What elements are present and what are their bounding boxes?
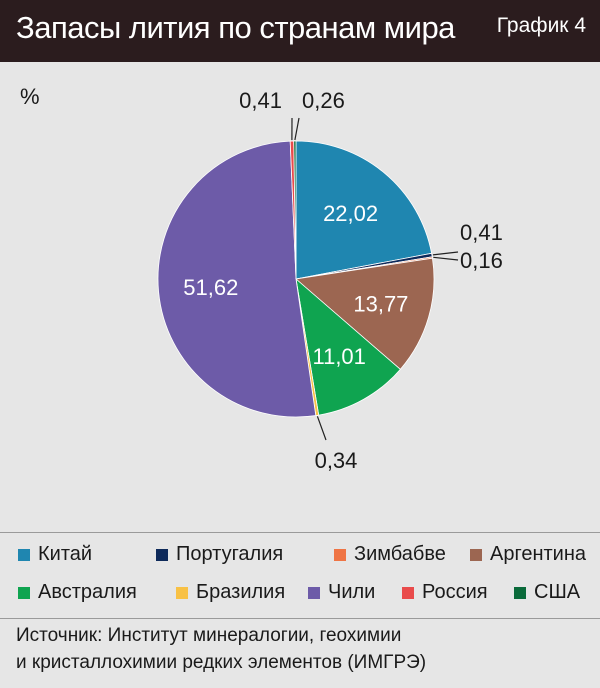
unit-label: % [20, 84, 40, 109]
source-note: Источник: Институт минералогии, геохимии… [16, 622, 426, 676]
legend-item-3: Аргентина [470, 543, 586, 566]
legend-label-1: Португалия [176, 543, 284, 565]
leader-line-1 [432, 251, 459, 256]
leader-line-2 [433, 256, 459, 261]
legend-label-8: США [534, 581, 581, 603]
legend-swatch-4 [18, 586, 30, 599]
leader-line-5 [316, 416, 327, 441]
legend-swatch-1 [156, 548, 168, 561]
legend-swatch-8 [514, 586, 526, 599]
chart-number: График 4 [496, 14, 586, 37]
data-label-7: 0,41 [239, 88, 282, 113]
legend-item-4: Австралия [18, 581, 137, 604]
legend-label-4: Австралия [38, 581, 137, 603]
header-bar: Запасы лития по странам мира График 4 [0, 0, 600, 62]
source-line-1: Источник: Институт минералогии, геохимии [16, 625, 402, 646]
legend-item-2: Зимбабве [334, 543, 446, 566]
legend-label-5: Бразилия [196, 581, 286, 603]
chart-title: Запасы лития по странам мира [16, 10, 455, 45]
data-label-8: 0,26 [302, 88, 345, 113]
legend-swatch-7 [402, 586, 414, 599]
legend-swatch-2 [334, 548, 346, 561]
legend-label-2: Зимбабве [354, 543, 446, 565]
legend-item-6: Чили [308, 581, 375, 604]
legend-swatch-6 [308, 586, 320, 599]
legend-label-0: Китай [38, 543, 93, 565]
data-label-2: 0,16 [460, 248, 503, 273]
leader-line-8 [294, 117, 300, 141]
legend-label-6: Чили [328, 581, 376, 603]
legend-swatch-3 [470, 548, 482, 561]
data-label-3: 13,77 [353, 292, 408, 317]
legend: Китай Португалия Зимбабве Аргентина Австрали… [0, 532, 600, 619]
legend-swatch-5 [176, 586, 188, 599]
legend-item-1: Португалия [156, 543, 283, 566]
source-line-2: и кристаллохимии редких элементов (ИМГРЭ… [16, 652, 427, 673]
legend-label-7: Россия [422, 581, 488, 603]
legend-swatch-0 [18, 548, 30, 561]
legend-item-8: США [514, 581, 580, 604]
pie-slice-0 [295, 140, 433, 280]
pie-slice-8 [293, 140, 297, 280]
legend-item-5: Бразилия [176, 581, 285, 604]
data-label-6: 51,62 [183, 275, 238, 300]
data-label-4: 11,01 [312, 344, 365, 369]
data-label-1: 0,41 [460, 220, 503, 245]
legend-label-3: Аргентина [490, 543, 586, 565]
legend-item-0: Китай [18, 543, 92, 566]
pie-slice-3 [295, 257, 435, 370]
data-label-0: 22,02 [323, 201, 378, 226]
data-label-5: 0,34 [315, 448, 358, 473]
pie-chart: 22,02 0,41 0,16 13,77 11,01 0,34 51,62 0,41 0,26 [157, 88, 503, 473]
pie-slice-6 [157, 140, 317, 418]
legend-item-7: Россия [402, 581, 488, 604]
pie-slice-4 [295, 277, 401, 416]
